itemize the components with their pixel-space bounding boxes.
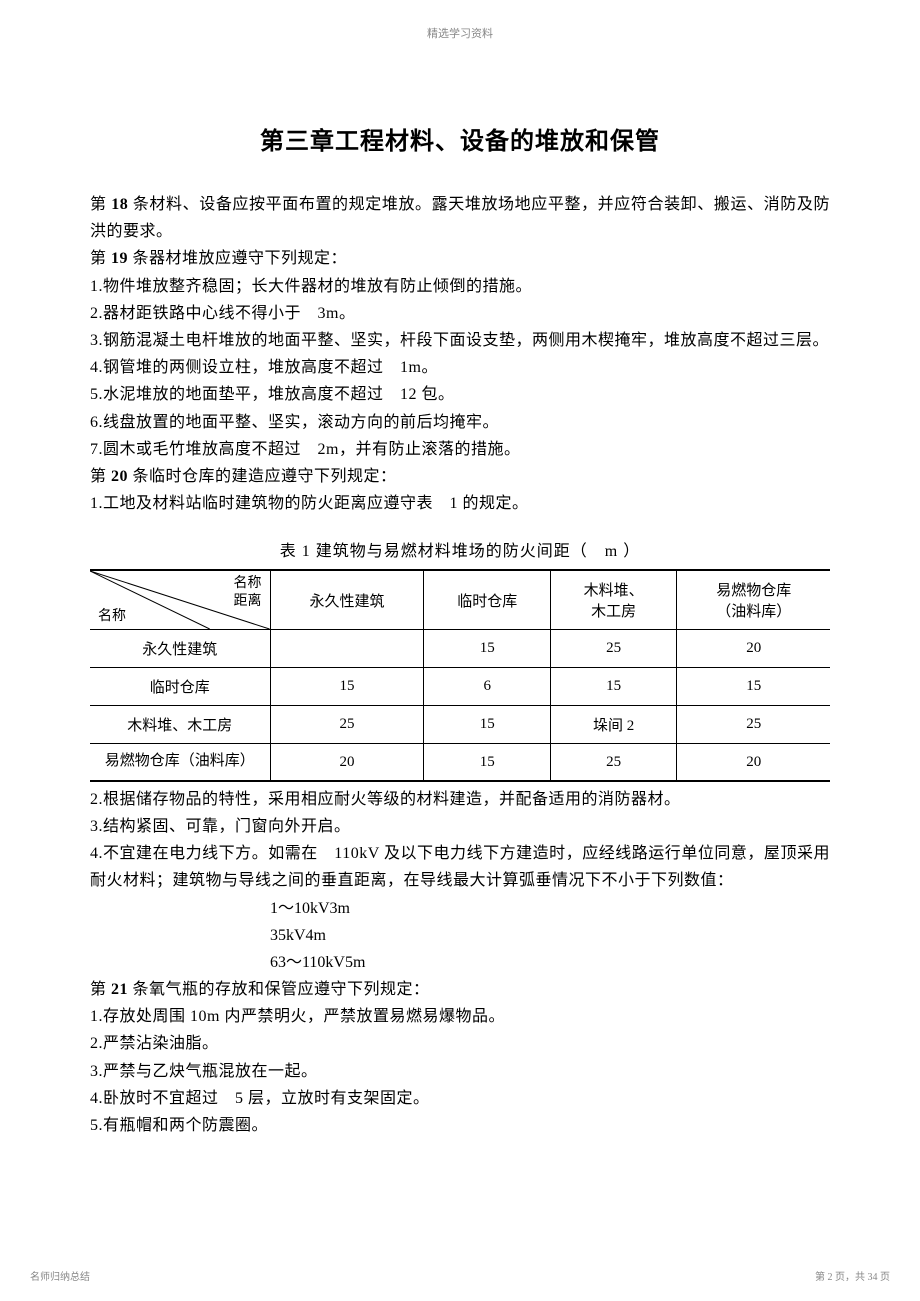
body-content: 第 18 条材料、设备应按平面布置的规定堆放。露天堆放场地应平整，并应符合装卸、…	[90, 191, 830, 517]
table-caption: 表 1 建筑物与易燃材料堆场的防火间距（ m ）	[90, 537, 830, 561]
cell: 15	[550, 668, 676, 706]
row-label: 临时仓库	[90, 668, 270, 706]
para-18: 第 18 条材料、设备应按平面布置的规定堆放。露天堆放场地应平整，并应符合装卸、…	[90, 191, 830, 245]
list-item: 3.严禁与乙炔气瓶混放在一起。	[90, 1058, 830, 1085]
table-row: 永久性建筑 15 25 20	[90, 630, 830, 668]
row-label: 易燃物仓库（油料库）	[90, 744, 270, 781]
cell: 15	[424, 706, 550, 744]
cell: 15	[424, 630, 550, 668]
text: 第	[90, 981, 111, 998]
list-item: 3.结构紧固、可靠，门窗向外开启。	[90, 813, 830, 840]
list-item: 1.存放处周围 10m 内严禁明火，严禁放置易燃易爆物品。	[90, 1003, 830, 1030]
table-header-row: 名称 距离 名称 永久性建筑 临时仓库 木料堆、 木工房 易燃物仓库 （油料库）	[90, 570, 830, 630]
col-header: 易燃物仓库 （油料库）	[677, 570, 830, 630]
row-label: 木料堆、木工房	[90, 706, 270, 744]
footer-left: 名师归纳总结	[30, 1268, 90, 1283]
list-item: 2.器材距铁路中心线不得小于 3m。	[90, 300, 830, 327]
list-item: 5.有瓶帽和两个防震圈。	[90, 1112, 830, 1139]
article-number: 20	[111, 468, 128, 485]
article-number: 21	[111, 981, 128, 998]
cell: 15	[270, 668, 424, 706]
article-number: 18	[111, 196, 128, 213]
table-row: 易燃物仓库（油料库） 20 15 25 20	[90, 744, 830, 781]
cell	[270, 630, 424, 668]
list-item: 1.物件堆放整齐稳固；长大件器材的堆放有防止倾倒的措施。	[90, 273, 830, 300]
cell: 20	[677, 744, 830, 781]
diag-bottom-label: 名称	[98, 605, 126, 625]
cell: 20	[677, 630, 830, 668]
voltage-line: 35kV4m	[270, 922, 830, 949]
diag-top-label: 名称 距离	[234, 575, 262, 611]
cell: 垛间 2	[550, 706, 676, 744]
list-item: 7.圆木或毛竹堆放高度不超过 2m，并有防止滚落的措施。	[90, 436, 830, 463]
text: 条器材堆放应遵守下列规定：	[128, 250, 347, 267]
cell: 25	[270, 706, 424, 744]
text: 第	[90, 250, 111, 267]
list-item: 2.严禁沾染油脂。	[90, 1030, 830, 1057]
body-content-3: 第 21 条氧气瓶的存放和保管应遵守下列规定： 1.存放处周围 10m 内严禁明…	[90, 976, 830, 1139]
row-label: 永久性建筑	[90, 630, 270, 668]
text: 第	[90, 196, 111, 213]
text: 条氧气瓶的存放和保管应遵守下列规定：	[128, 981, 430, 998]
page-header: 精选学习资料	[90, 25, 830, 41]
cell: 15	[677, 668, 830, 706]
list-item: 1.工地及材料站临时建筑物的防火距离应遵守表 1 的规定。	[90, 490, 830, 517]
list-item: 4.钢管堆的两侧设立柱，堆放高度不超过 1m。	[90, 354, 830, 381]
col-header: 永久性建筑	[270, 570, 424, 630]
col-header: 木料堆、 木工房	[550, 570, 676, 630]
list-item: 6.线盘放置的地面平整、坚实，滚动方向的前后均掩牢。	[90, 409, 830, 436]
cell: 20	[270, 744, 424, 781]
table-row: 木料堆、木工房 25 15 垛间 2 25	[90, 706, 830, 744]
body-content-2: 2.根据储存物品的特性，采用相应耐火等级的材料建造，并配备适用的消防器材。 3.…	[90, 786, 830, 895]
para-20: 第 20 条临时仓库的建造应遵守下列规定：	[90, 463, 830, 490]
para-21: 第 21 条氧气瓶的存放和保管应遵守下列规定：	[90, 976, 830, 1003]
list-item: 4.不宜建在电力线下方。如需在 110kV 及以下电力线下方建造时，应经线路运行…	[90, 840, 830, 894]
cell: 25	[550, 744, 676, 781]
text: 条材料、设备应按平面布置的规定堆放。露天堆放场地应平整，并应符合装卸、搬运、消防…	[90, 196, 830, 240]
list-item: 2.根据储存物品的特性，采用相应耐火等级的材料建造，并配备适用的消防器材。	[90, 786, 830, 813]
list-item: 3.钢筋混凝土电杆堆放的地面平整、坚实，杆段下面设支垫，两侧用木楔掩牢，堆放高度…	[90, 327, 830, 354]
cell: 6	[424, 668, 550, 706]
col-header: 临时仓库	[424, 570, 550, 630]
list-item: 5.水泥堆放的地面垫平，堆放高度不超过 12 包。	[90, 381, 830, 408]
diagonal-header-cell: 名称 距离 名称	[90, 570, 270, 630]
voltage-values: 1～10kV3m 35kV4m 63～110kV5m	[270, 895, 830, 977]
cell: 15	[424, 744, 550, 781]
cell: 25	[550, 630, 676, 668]
list-item: 4.卧放时不宜超过 5 层，立放时有支架固定。	[90, 1085, 830, 1112]
para-19: 第 19 条器材堆放应遵守下列规定：	[90, 245, 830, 272]
voltage-line: 1～10kV3m	[270, 895, 830, 922]
chapter-title: 第三章工程材料、设备的堆放和保管	[90, 121, 830, 156]
cell: 25	[677, 706, 830, 744]
article-number: 19	[111, 250, 128, 267]
fire-distance-table: 名称 距离 名称 永久性建筑 临时仓库 木料堆、 木工房 易燃物仓库 （油料库）…	[90, 569, 830, 782]
table-row: 临时仓库 15 6 15 15	[90, 668, 830, 706]
text: 第	[90, 468, 111, 485]
voltage-line: 63～110kV5m	[270, 949, 830, 976]
footer-right: 第 2 页，共 34 页	[815, 1268, 890, 1283]
text: 条临时仓库的建造应遵守下列规定：	[128, 468, 397, 485]
